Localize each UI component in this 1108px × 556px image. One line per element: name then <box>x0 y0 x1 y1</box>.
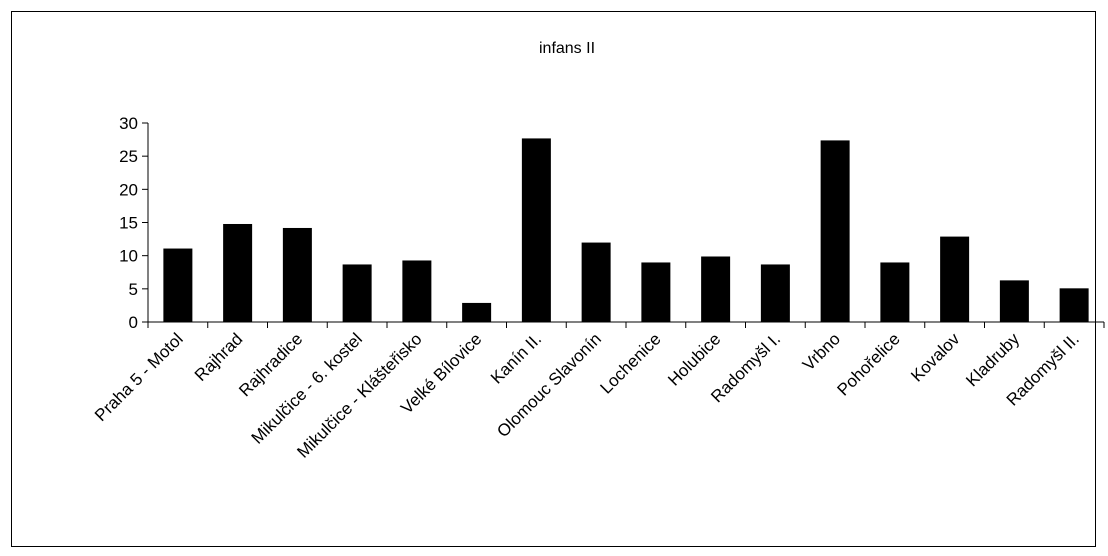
y-tick-label: 5 <box>129 280 138 299</box>
x-tick-label: Vrbno <box>799 329 844 374</box>
y-tick-label: 20 <box>119 180 138 199</box>
bar <box>999 280 1029 323</box>
y-tick-label: 10 <box>119 247 138 266</box>
bar <box>223 223 253 323</box>
bar <box>641 262 671 323</box>
bar <box>163 248 193 323</box>
bar <box>402 260 432 323</box>
x-tick-label: Holubice <box>664 329 724 389</box>
y-tick-label: 30 <box>119 114 138 133</box>
bar <box>820 140 850 323</box>
x-tick-label: Olomouc Slavonín <box>493 329 605 441</box>
x-tick-label: Pohořelice <box>833 329 903 399</box>
chart-title: infans II <box>539 40 595 57</box>
x-tick-label: Praha 5 - Motol <box>91 329 187 425</box>
x-tick-label: Kanín II. <box>487 329 545 387</box>
y-axis: 0 5 10 15 20 25 30 <box>119 114 149 332</box>
bar <box>342 264 372 323</box>
y-tick-label: 15 <box>119 214 138 233</box>
bar <box>282 227 312 323</box>
bar <box>940 236 970 323</box>
x-axis: Praha 5 - Motol RajhradRajhradiceMikulčic… <box>91 321 1105 462</box>
bar <box>701 256 731 323</box>
y-tick-label: 25 <box>119 147 138 166</box>
bar <box>880 262 910 323</box>
x-tick-label: Lochenice <box>596 329 664 397</box>
x-tick-label: Rajhrad <box>191 329 247 385</box>
bar <box>521 138 551 323</box>
x-tick-label: Mikulčice - 6. kostel <box>248 329 366 447</box>
bar <box>1059 288 1089 323</box>
bar <box>462 302 492 323</box>
bar <box>760 264 790 323</box>
x-tick-label: Kladruby <box>962 329 1023 390</box>
x-tick-label: Kovalov <box>907 329 964 386</box>
bar <box>581 242 611 323</box>
y-tick-label: 0 <box>129 313 138 332</box>
bars <box>163 138 1089 323</box>
